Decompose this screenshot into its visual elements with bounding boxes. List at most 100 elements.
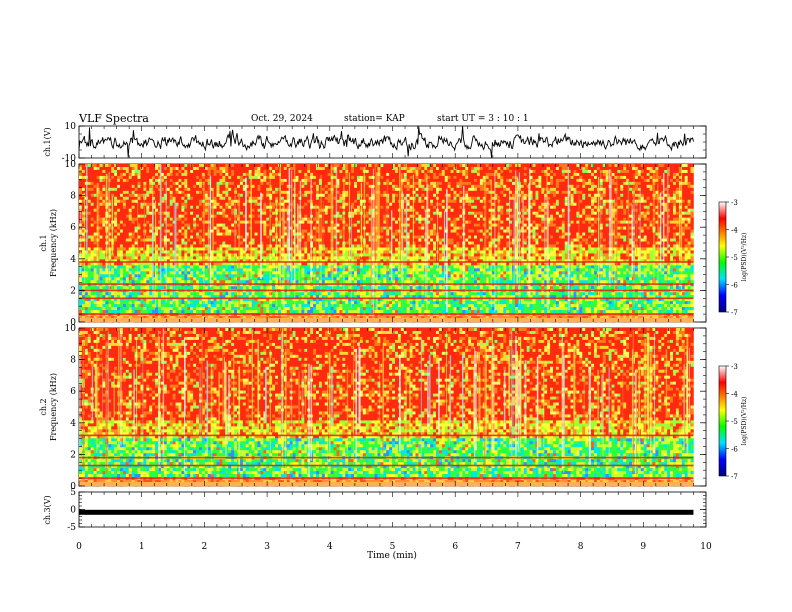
spectrogram-cell: [146, 190, 150, 195]
spectrogram-cell: [494, 169, 498, 174]
spectrogram-cell: [254, 164, 258, 168]
spectrogram-cell: [456, 211, 460, 215]
spectrogram-cell: [79, 175, 83, 180]
spectrogram-cell: [427, 172, 431, 177]
spectrogram-cell: [438, 184, 443, 189]
spectrogram-cell: [354, 205, 358, 210]
spectrogram-cell: [617, 166, 621, 171]
spectrogram-cell: [687, 172, 691, 177]
spectrogram-cell: [316, 211, 320, 215]
spectrogram-cell: [672, 217, 677, 221]
spectrogram-cell: [368, 202, 372, 207]
spectrogram-cell: [471, 181, 475, 186]
spectrogram-cell: [640, 196, 645, 201]
spectrogram-cell: [471, 196, 475, 201]
spectrogram-cell: [476, 187, 481, 192]
spectrogram-cell: [134, 196, 138, 201]
spectrogram-cell: [117, 181, 121, 186]
spectrogram-cell: [465, 232, 469, 236]
spectrogram-cell: [254, 232, 258, 236]
spectrogram-cell: [234, 172, 238, 177]
spectrogram-cell: [538, 178, 542, 183]
spectrogram-cell: [155, 178, 159, 183]
spectrogram-cell: [169, 196, 173, 201]
spectrogram-cell: [684, 164, 688, 168]
spectrogram-cell: [430, 220, 434, 224]
spectrogram-cell: [368, 187, 372, 192]
spectrogram-cell: [155, 190, 159, 195]
spectrogram-cell: [316, 226, 320, 230]
spectrogram-cell: [532, 166, 536, 171]
spectrogram-cell: [122, 220, 127, 224]
spectrogram-cell: [427, 190, 431, 195]
spectrogram-cell: [87, 199, 92, 204]
spectrogram-cell: [637, 172, 642, 177]
spectrogram-cell: [339, 175, 343, 180]
spectrogram-cell: [160, 178, 165, 183]
spectrogram-cell: [327, 196, 331, 201]
spectrogram-cell: [535, 187, 539, 192]
spectrogram-cell: [207, 190, 211, 195]
spectrogram-cell: [479, 166, 484, 171]
spectrogram-cell: [558, 166, 563, 171]
spectrogram-cell: [131, 196, 135, 201]
spectrogram-cell: [181, 226, 185, 230]
spectrogram-cell: [582, 193, 586, 198]
spectrogram-cell: [108, 202, 112, 207]
spectrogram-cell: [637, 178, 642, 183]
spectrogram-cell: [512, 169, 516, 174]
spectrogram-cell: [251, 202, 255, 207]
spectrogram-cell: [318, 232, 323, 236]
spectrogram-cell: [301, 217, 305, 221]
spectrogram-cell: [158, 166, 162, 171]
spectrogram-cell: [128, 211, 132, 215]
spectrogram-cell: [380, 220, 384, 224]
spectrogram-cell: [304, 175, 308, 180]
spectrogram-cell: [389, 205, 393, 210]
spectrogram-cell: [544, 199, 548, 204]
spectrogram-cell: [324, 172, 329, 177]
spectrogram-cell: [184, 223, 188, 227]
spectrogram-cell: [558, 181, 563, 186]
spectrogram-cell: [163, 172, 168, 177]
spectrogram-cell: [99, 184, 103, 189]
spectrogram-cell: [260, 184, 264, 189]
spectrogram-cell: [479, 223, 484, 227]
spectrogram-cell: [119, 169, 124, 174]
spectrogram-cell: [482, 172, 487, 177]
spectrogram-cell: [541, 217, 545, 221]
spectrogram-cell: [175, 187, 179, 192]
spectrogram-cell: [392, 214, 396, 218]
spectrogram-cell: [523, 208, 527, 212]
spectrogram-cell: [438, 172, 443, 177]
spectrogram-cell: [204, 208, 209, 212]
spectrogram-cell: [131, 205, 135, 210]
spectrogram-cell: [248, 196, 252, 201]
spectrogram-cell: [295, 175, 299, 180]
spectrogram-cell: [409, 190, 413, 195]
spectrogram-cell: [122, 169, 127, 174]
spectrogram-cell: [146, 172, 150, 177]
spectrogram-cell: [558, 196, 563, 201]
spectrogram-cell: [166, 214, 171, 218]
spectrogram-cell: [471, 229, 475, 233]
spectrogram-cell: [204, 193, 209, 198]
spectrogram-cell: [664, 175, 668, 180]
spectrogram-cell: [318, 196, 323, 201]
spectrogram-cell: [412, 193, 416, 198]
spectrogram-cell: [424, 175, 428, 180]
spectrogram-cell: [646, 211, 650, 215]
spectrogram-cell: [248, 178, 252, 183]
spectrogram-cell: [137, 193, 141, 198]
spectrogram-cell: [494, 196, 498, 201]
spectrogram-cell: [216, 196, 220, 201]
spectrogram-cell: [629, 199, 633, 204]
spectrogram-cell: [301, 202, 305, 207]
spectrogram-cell: [137, 199, 141, 204]
spectrogram-cell: [538, 217, 542, 221]
spectrogram-cell: [488, 211, 492, 215]
spectrogram-cell: [667, 214, 671, 218]
spectrogram-cell: [122, 205, 127, 210]
spectrogram-cell: [196, 202, 200, 207]
spectrogram-cell: [684, 214, 688, 218]
